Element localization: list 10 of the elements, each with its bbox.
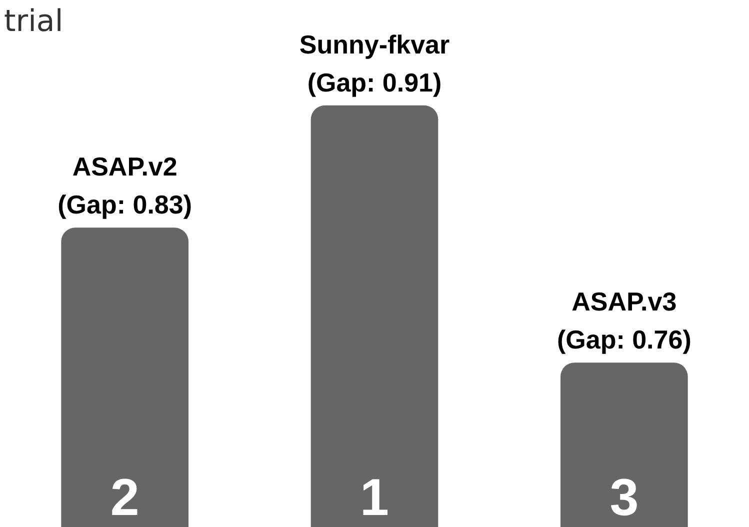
annotation: ASAP.v2	[72, 152, 178, 182]
annotation: ASAP.v3	[572, 286, 677, 317]
chart-title: trial	[4, 4, 64, 39]
x-tick-label: 3	[610, 469, 639, 527]
text: Sunny-fkvar	[299, 29, 450, 60]
annotation: (Gap: 0.83)	[58, 190, 192, 220]
annotation: (Gap: 0.76)	[556, 324, 692, 355]
x-tick-label: 1	[360, 469, 389, 527]
text: (Gap: 0.91)	[307, 67, 442, 98]
x-tick-label: 2	[110, 469, 140, 527]
